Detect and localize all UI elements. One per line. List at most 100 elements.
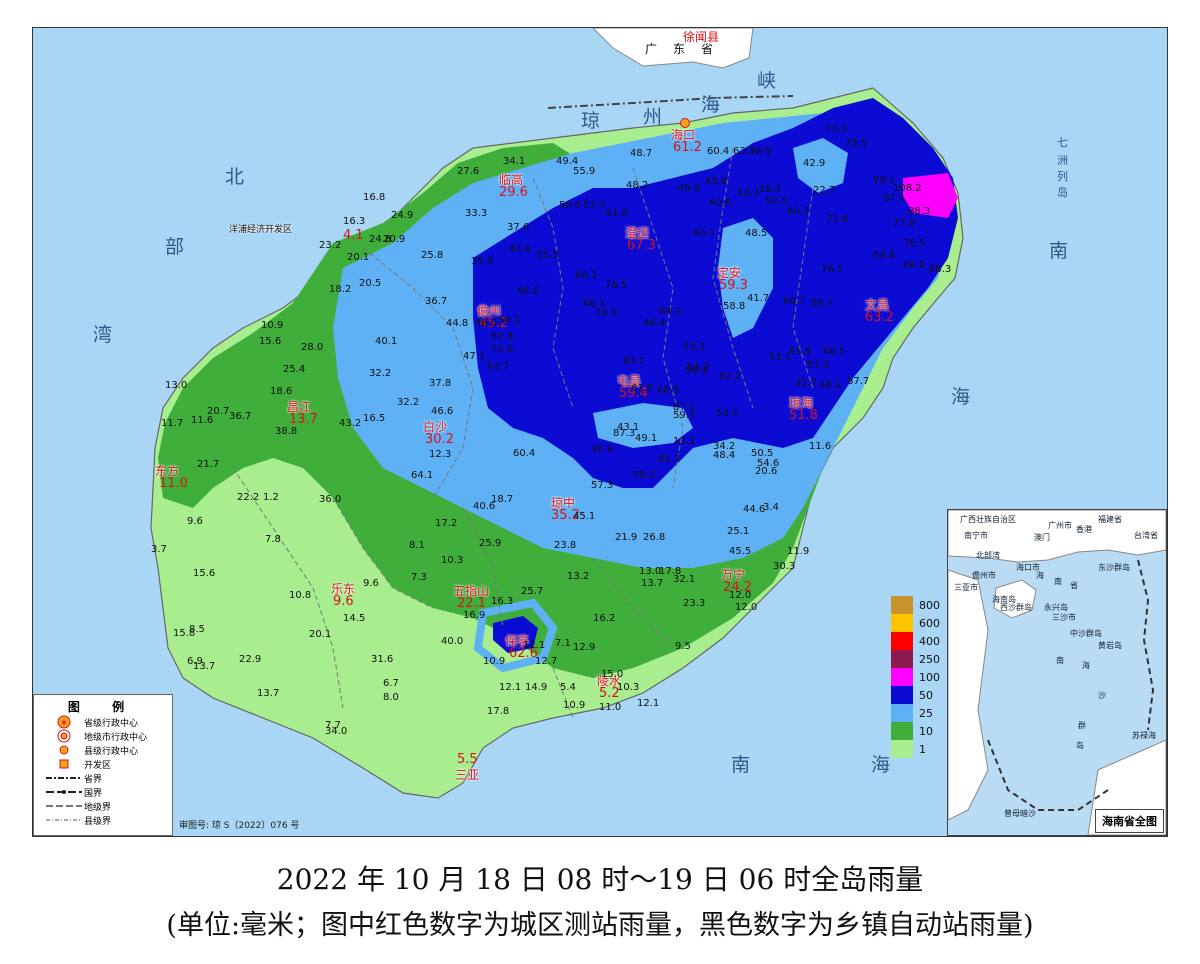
inset-label: 海口市 <box>1016 563 1040 572</box>
station-value: 40.1 <box>375 336 398 347</box>
station-value: 57.3 <box>807 360 830 371</box>
city-value: 45.2 <box>479 316 508 331</box>
color-scale-label: 50 <box>919 688 933 702</box>
city-value: 22.1 <box>457 596 486 611</box>
station-value: 54.6 <box>757 458 780 469</box>
station-value: 10.9 <box>261 320 284 331</box>
station-value: 64.1 <box>411 470 434 481</box>
station-value: 16.2 <box>593 613 616 624</box>
city-value: 24.2 <box>723 580 752 595</box>
station-value: 16.3 <box>343 216 366 227</box>
station-value: 3.4 <box>763 502 779 513</box>
station-value: 16.5 <box>363 413 386 424</box>
city-name: 屯昌 <box>617 374 642 388</box>
inset-label: 广西壮族自治区 <box>960 515 1016 524</box>
rainfall-map <box>150 28 964 799</box>
inset-label: 儋州市 <box>972 571 996 580</box>
city-name: 乐东 <box>331 582 356 596</box>
qizhou-label-3: 列 <box>1057 170 1068 183</box>
station-value: 64.2 <box>659 306 682 317</box>
station-value: 18.6 <box>270 386 293 397</box>
inset-label: 岛 <box>1076 741 1084 750</box>
station-value: 49.1 <box>635 433 658 444</box>
inset-label: 海南岛 <box>992 595 1016 604</box>
station-value: 48.1 <box>819 380 842 391</box>
city-name: 五指山 <box>453 584 490 598</box>
national-line-icon <box>44 788 84 796</box>
station-value: 20.5 <box>359 278 382 289</box>
station-value: 78.5 <box>605 280 628 291</box>
station-value: 37.8 <box>429 378 452 389</box>
station-value: 72.6 <box>491 344 514 355</box>
inset-label: 海 <box>1036 571 1044 580</box>
station-value: 88.3 <box>908 206 931 217</box>
sea-label-nan-east: 南 <box>1049 240 1069 262</box>
caption-title: 2022 年 10 月 18 日 08 时～19 日 06 时全岛雨量 <box>276 863 924 896</box>
station-value: 10.9 <box>563 700 586 711</box>
station-value: 46.6 <box>431 406 454 417</box>
station-value: 45.5 <box>729 546 752 557</box>
station-value: 63.7 <box>487 361 510 372</box>
legend-title: 图 例 <box>67 700 139 714</box>
station-value: 7.1 <box>555 638 571 649</box>
sea-label-hai-east: 海 <box>951 386 971 408</box>
station-value: 46.9 <box>591 444 614 455</box>
station-value: 78.5 <box>903 238 926 249</box>
station-value: 24.8 <box>369 234 392 245</box>
station-value: 12.0 <box>735 602 758 613</box>
station-value: 36.7 <box>229 411 252 422</box>
city-value-sanya: 5.5 <box>457 752 478 767</box>
station-value: 59.3 <box>673 410 696 421</box>
station-value: 16.9 <box>463 610 486 621</box>
city-name: 三亚 <box>455 768 480 782</box>
station-value: 86.0 <box>903 260 926 271</box>
county-borders <box>232 147 814 719</box>
city-name: 琼中 <box>551 496 576 510</box>
legend-label: 县级行政中心 <box>84 746 139 757</box>
county-line-icon <box>44 817 84 823</box>
color-swatch <box>891 632 913 650</box>
sea-label-wan: 湾 <box>93 324 113 346</box>
color-scale-row: 25 <box>891 704 940 722</box>
station-value: 46.4 <box>643 318 666 329</box>
inset-label: 三亚市 <box>954 583 978 592</box>
color-swatch <box>891 686 913 704</box>
station-value: 50.5 <box>751 448 774 459</box>
station-value: 22.7 <box>813 185 836 196</box>
station-value: 17.8 <box>659 566 682 577</box>
color-scale-row: 100 <box>891 668 940 686</box>
station-value: 1.2 <box>263 492 279 503</box>
inset-label: 福建省 <box>1098 515 1122 524</box>
station-value: 6.7 <box>383 678 399 689</box>
color-scale-row: 250 <box>891 650 940 668</box>
province-line-icon <box>44 775 84 781</box>
city-name: 定安 <box>717 266 742 280</box>
station-value: 11.6 <box>191 415 214 426</box>
color-scale-row: 800 <box>891 596 940 614</box>
inset-label: 南 <box>1054 577 1062 586</box>
station-value: 60.4 <box>513 448 536 459</box>
caption-subtitle: (单位:毫米；图中红色数字为城区测站雨量，黑色数字为乡镇自动站雨量) <box>166 910 1034 941</box>
station-value: 32.2 <box>369 368 392 379</box>
station-value: 48.5 <box>745 228 768 239</box>
station-value: 10.3 <box>441 555 464 566</box>
station-value: 22.2 <box>237 492 260 503</box>
station-value: 40.1 <box>693 228 716 239</box>
inset-label: 东沙群岛 <box>1098 563 1130 572</box>
station-value: 32.2 <box>397 397 420 408</box>
xuwen-label: 徐闻县 <box>683 30 720 44</box>
legend-item: 县级行政中心 <box>34 743 172 757</box>
station-value: 53.3 <box>716 408 739 419</box>
legend-label: 国界 <box>84 788 103 799</box>
station-value: 15.6 <box>259 336 282 347</box>
station-value: 9.5 <box>675 641 691 652</box>
sea-label-qiong: 琼 <box>581 110 601 132</box>
station-value: 51.1 <box>769 352 792 363</box>
yangpu-zone-label: 洋浦经济开发区 <box>229 225 293 235</box>
zone-hole-3 <box>593 403 693 448</box>
station-value: 34.1 <box>503 156 526 167</box>
city-value: 51.8 <box>789 408 818 423</box>
station-value: 88.3 <box>929 264 952 275</box>
station-value: 8.5 <box>189 624 205 635</box>
inset-label: 黄岩岛 <box>1098 641 1122 650</box>
